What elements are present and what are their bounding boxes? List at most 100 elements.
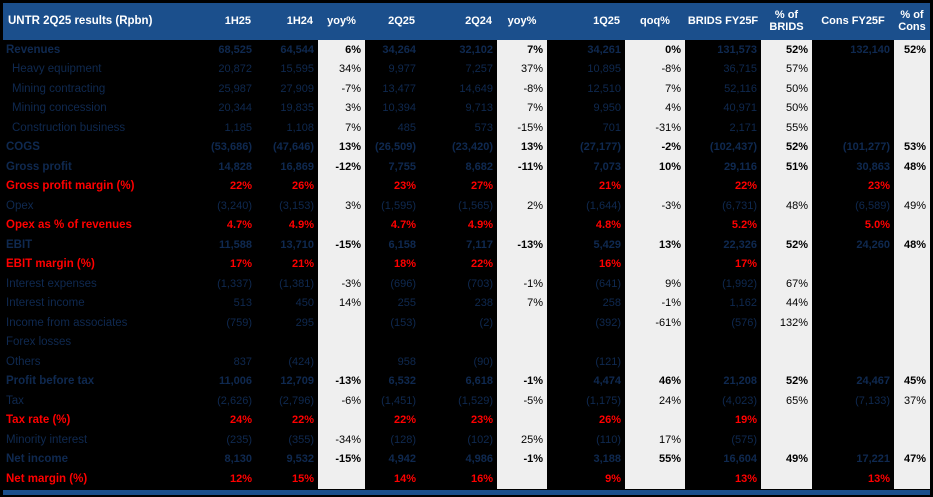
value-cell: 7% (497, 293, 547, 313)
value-cell: 4.9% (288, 219, 314, 232)
value-cell: (2,796) (279, 394, 314, 407)
value-cell: 49% (894, 196, 930, 216)
value-cell (812, 79, 894, 99)
table-row: Gross profit margin (%) 22% 26% 23% 27% 21% 22… (3, 176, 930, 196)
value-cell: 13% (497, 137, 547, 157)
value-cell (497, 176, 547, 196)
value-cell: (1,381) (279, 277, 314, 290)
value-cell: 10,394 (382, 102, 416, 115)
column-header: 2Q24 (465, 15, 492, 27)
table-row: Mining contracting 25,987 27,909 -7% 13,477 1… (3, 79, 930, 99)
table-row: Profit before tax 11,006 12,709 -13% 6,532 6,… (3, 371, 930, 391)
value-cell: 24,467 (856, 375, 890, 388)
row-label: Gross profit margin (%) (6, 180, 135, 193)
value-cell (894, 352, 930, 372)
value-cell: 67% (761, 274, 812, 294)
value-cell: 14% (393, 472, 416, 485)
row-label: Income from associates (6, 316, 128, 329)
value-cell: (641) (595, 277, 621, 290)
value-cell: 27,909 (280, 82, 314, 95)
value-cell: (575) (731, 433, 757, 446)
table-row: Interest income 513 450 14% 255 238 7% 258 -1% 1,… (3, 293, 930, 314)
value-cell: (6,731) (722, 199, 757, 212)
value-cell: 3% (318, 196, 365, 216)
value-cell: (703) (467, 277, 493, 290)
value-cell (256, 333, 318, 353)
value-cell: 37% (894, 391, 930, 411)
value-cell: 47% (894, 449, 930, 469)
value-cell: 52,116 (724, 82, 757, 95)
row-label: Minority interest (6, 433, 88, 446)
value-cell (761, 469, 812, 489)
value-cell (812, 352, 894, 372)
value-cell: (110) (596, 433, 621, 446)
value-cell: -1% (497, 449, 547, 469)
value-cell (894, 59, 930, 79)
value-cell (812, 294, 894, 314)
value-cell: 132% (761, 313, 812, 333)
value-cell: 55% (761, 118, 812, 138)
value-cell: (102,437) (709, 141, 757, 154)
value-cell (812, 333, 894, 353)
value-cell: 1,162 (729, 297, 757, 310)
value-cell: 36,715 (723, 63, 757, 76)
value-cell: 29,116 (723, 160, 757, 173)
value-cell: 22% (229, 180, 252, 193)
value-cell (318, 176, 365, 196)
value-cell (625, 176, 685, 196)
value-cell: 3,188 (593, 453, 621, 466)
value-cell: 7,117 (466, 238, 493, 251)
value-cell: (53,686) (211, 141, 252, 154)
value-cell: 701 (602, 121, 621, 134)
value-cell: 32,102 (459, 43, 493, 56)
value-cell (761, 215, 812, 235)
value-cell: 2,171 (729, 121, 757, 134)
value-cell (894, 313, 930, 333)
column-header: 2Q25 (388, 15, 415, 27)
value-cell: 9,532 (286, 453, 314, 466)
value-cell (625, 332, 685, 352)
value-cell (894, 469, 930, 489)
row-label: Tax rate (%) (6, 414, 71, 427)
value-cell: 19% (734, 414, 757, 427)
column-header: qoq% (640, 15, 670, 27)
value-cell: 44% (761, 293, 812, 313)
value-cell (894, 293, 930, 313)
value-cell: 52% (761, 235, 812, 255)
value-cell: -61% (625, 313, 685, 333)
table-row: EBIT margin (%) 17% 21% 18% 22% 16% 17% (3, 254, 930, 274)
value-cell: 51% (761, 157, 812, 177)
row-label: Construction business (12, 121, 126, 134)
value-cell: (121) (595, 355, 621, 368)
value-cell: 4.7% (390, 219, 416, 232)
value-cell (497, 469, 547, 489)
value-cell: -3% (318, 274, 365, 294)
value-cell: (6,589) (855, 199, 890, 212)
value-cell (812, 430, 894, 450)
row-label: Gross profit (6, 160, 72, 173)
value-cell: (576) (731, 316, 757, 329)
value-cell: (153) (390, 316, 416, 329)
table-row: Forex losses (3, 332, 930, 353)
value-cell: 21% (598, 180, 621, 193)
value-cell: 23% (393, 180, 416, 193)
value-cell: 22% (291, 414, 314, 427)
value-cell (761, 410, 812, 430)
value-cell: 295 (295, 316, 314, 329)
value-cell: 1,185 (224, 121, 252, 134)
value-cell: 9,977 (388, 63, 416, 76)
value-cell: (23,420) (452, 141, 493, 154)
table-row: Tax (2,626) (2,796) -6% (1,451) (1,529) -5% (1,… (3, 391, 930, 411)
value-cell: (1,595) (381, 199, 416, 212)
value-cell (812, 411, 894, 431)
value-cell: 17,221 (856, 453, 890, 466)
value-cell: 24% (229, 414, 252, 427)
value-cell (318, 352, 365, 372)
value-cell: 52% (761, 137, 812, 157)
value-cell (497, 352, 547, 372)
row-label: Mining concession (12, 102, 107, 115)
value-cell: 46% (625, 371, 685, 391)
value-cell: 5.2% (731, 219, 757, 232)
row-label: Net margin (%) (6, 472, 88, 485)
value-cell (318, 313, 365, 333)
